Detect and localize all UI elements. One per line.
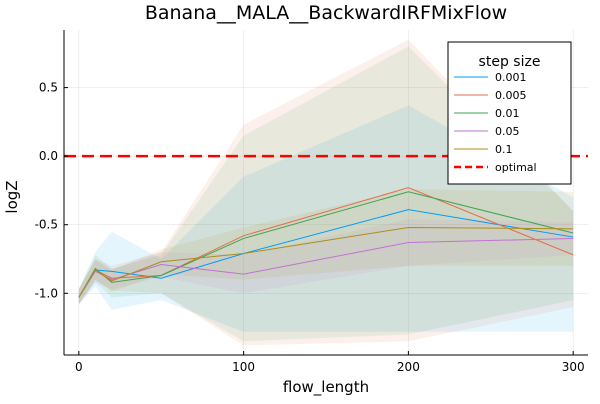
x-tick-label: 300 [562, 360, 585, 374]
y-axis-label: logZ [3, 180, 21, 213]
axes [63, 30, 588, 356]
x-tick-label: 0 [75, 360, 83, 374]
y-tick-label: -1.0 [35, 286, 58, 300]
series-line-0.01 [78, 191, 574, 298]
legend-label-0.005: 0.005 [495, 89, 527, 102]
y-tick-label: 0.5 [39, 81, 58, 95]
series-line-0.05 [78, 237, 574, 298]
x-axis-label: flow_length [283, 378, 369, 397]
legend-label-0.001: 0.001 [495, 71, 527, 84]
legend-title: step size [479, 54, 541, 70]
series-band-0.1 [78, 189, 574, 305]
y-tick-label: -0.5 [35, 218, 58, 232]
x-tick-label: 200 [397, 360, 420, 374]
chart-title: Banana__MALA__BackwardIRFMixFlow [145, 2, 507, 24]
x-tick-label: 100 [232, 360, 255, 374]
legend-label-0.01: 0.01 [495, 107, 520, 120]
tick-labels: 0 100 200 300 -1.0 -0.5 0.0 0.5 [35, 81, 585, 374]
y-tick-label: 0.0 [39, 149, 58, 163]
legend-label-0.05: 0.05 [495, 125, 520, 138]
legend-label-optimal: optimal [495, 161, 537, 174]
series-band-0.05 [78, 219, 574, 305]
legend-label-0.1: 0.1 [495, 143, 513, 156]
series-line-0.1 [78, 226, 574, 298]
series-lines [78, 187, 574, 298]
